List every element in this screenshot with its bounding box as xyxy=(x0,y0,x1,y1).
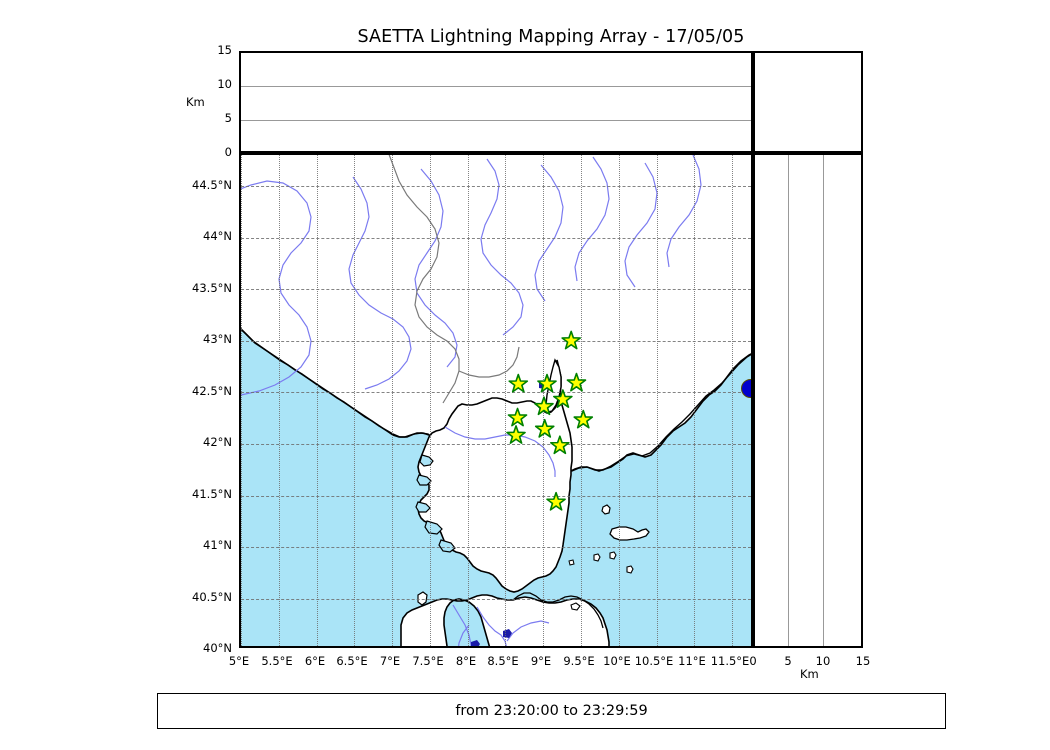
asinara-island xyxy=(417,591,428,606)
corsica-gulf-valinco xyxy=(438,539,456,553)
tick-lat-40: 40°N xyxy=(203,641,232,655)
gridline-lat-42 xyxy=(241,443,751,445)
tick-lon-7: 7°E xyxy=(379,654,401,668)
lma-station-marker[interactable] xyxy=(534,396,554,416)
tick-km-0: 0 xyxy=(749,654,757,668)
tick-lon-10: 10°E xyxy=(603,654,631,668)
corsica-gulf-sagone xyxy=(415,501,431,513)
gridline-lon-10 xyxy=(618,155,620,646)
tick-km-10: 10 xyxy=(815,654,831,668)
pianosa-island xyxy=(593,553,601,562)
gridline-lat-44 xyxy=(241,237,751,239)
tick-lon-9.5: 9.5°E xyxy=(563,654,595,668)
plan-view-map[interactable] xyxy=(239,153,753,648)
gridline-lon-10.5 xyxy=(656,155,658,646)
tick-top-10: 10 xyxy=(217,77,232,91)
corner-panel xyxy=(753,51,863,153)
corsica-landmass xyxy=(417,359,573,593)
page-title: SAETTA Lightning Mapping Array - 17/05/0… xyxy=(357,27,745,47)
small-island-a xyxy=(568,559,575,566)
gridline-lon-7.5 xyxy=(429,155,431,646)
gridline-lon-6 xyxy=(316,155,318,646)
lma-station-marker[interactable] xyxy=(506,425,526,444)
gridline-alt-5 xyxy=(241,120,751,121)
altitude-latitude-panel xyxy=(753,153,863,648)
tick-lon-11: 11°E xyxy=(678,654,706,668)
lma-station-marker[interactable] xyxy=(566,372,587,392)
tick-lat-40.5: 40.5°N xyxy=(192,590,232,604)
tick-lon-7.5: 7.5°E xyxy=(412,654,444,668)
tick-lat-44: 44°N xyxy=(203,229,232,243)
tick-lat-43: 43°N xyxy=(203,332,232,346)
tick-lon-5.5: 5.5°E xyxy=(261,654,293,668)
lma-station-marker[interactable] xyxy=(546,491,566,511)
lightning-sources-layer xyxy=(241,155,751,646)
gridline-lat-40.5 xyxy=(241,598,751,600)
gridline-lon-11.5 xyxy=(732,155,734,646)
tick-km-15: 15 xyxy=(855,654,871,668)
gridline-km-10 xyxy=(823,155,825,646)
corsica-gulf-ajaccio xyxy=(424,520,443,535)
lma-stations-layer[interactable] xyxy=(241,155,751,646)
gorgona-island xyxy=(609,551,617,560)
gridline-lon-7 xyxy=(392,155,394,646)
tick-top-0: 0 xyxy=(224,145,232,159)
tick-lon-8.5: 8.5°E xyxy=(487,654,519,668)
corsica-gulf-porto xyxy=(416,474,432,486)
montecristo-island xyxy=(626,565,634,574)
tick-lat-43.5: 43.5°N xyxy=(192,281,232,295)
tick-lon-6.5: 6.5°E xyxy=(336,654,368,668)
lma-station-marker[interactable] xyxy=(561,330,582,350)
lma-station-marker[interactable] xyxy=(534,418,555,438)
tick-lat-42.5: 42.5°N xyxy=(192,384,232,398)
axis-label-km-right: Km xyxy=(800,667,819,681)
tick-top-5: 5 xyxy=(224,111,232,125)
axis-label-km-top: Km xyxy=(186,95,205,109)
gridline-lon-5 xyxy=(241,155,242,646)
map-geography xyxy=(241,155,751,646)
gridline-lat-43.5 xyxy=(241,289,751,291)
gridline-lat-43 xyxy=(241,340,751,342)
gridline-lat-44.5 xyxy=(241,185,751,187)
tick-lon-10.5: 10.5°E xyxy=(634,654,674,668)
lma-station-marker[interactable] xyxy=(553,389,573,408)
lma-station-marker[interactable] xyxy=(550,435,570,455)
tick-lat-42: 42°N xyxy=(203,435,232,449)
tick-km-5: 5 xyxy=(784,654,792,668)
maddalena-islands xyxy=(570,602,581,611)
tick-lon-11.5: 11.5°E xyxy=(710,654,750,668)
longitude-altitude-panel xyxy=(239,51,753,153)
tick-lon-6: 6°E xyxy=(304,654,326,668)
lma-station-marker[interactable] xyxy=(573,409,594,429)
tick-lon-5: 5°E xyxy=(228,654,250,668)
gridline-lon-5.5 xyxy=(278,155,280,646)
tick-lat-41.5: 41.5°N xyxy=(192,487,232,501)
tick-lat-41: 41°N xyxy=(203,538,232,552)
gridline-lat-41.5 xyxy=(241,495,751,497)
capraia-island xyxy=(601,504,611,515)
gridline-lon-9.5 xyxy=(581,155,582,646)
gridline-lon-8 xyxy=(467,155,469,646)
rivers xyxy=(241,155,702,646)
country-borders xyxy=(388,155,520,404)
tick-lat-44.5: 44.5°N xyxy=(192,178,232,192)
sardinia-north-coast-detail xyxy=(512,592,604,629)
gridline-lat-41 xyxy=(241,547,751,549)
lma-station-marker[interactable] xyxy=(507,407,528,427)
tick-lon-8: 8°E xyxy=(455,654,477,668)
gridline-lat-42.5 xyxy=(241,392,751,394)
time-range-statusbar: from 23:20:00 to 23:29:59 xyxy=(157,693,946,729)
tick-top-15: 15 xyxy=(217,43,232,57)
gridline-lon-8.5 xyxy=(505,155,507,646)
tick-lon-9: 9°E xyxy=(530,654,552,668)
gridline-alt-10 xyxy=(241,86,751,87)
lma-station-marker[interactable] xyxy=(537,373,557,393)
time-range-text: from 23:20:00 to 23:29:59 xyxy=(455,703,648,719)
gridline-km-5 xyxy=(788,155,790,646)
lightning-source-dot xyxy=(740,378,751,398)
lma-station-marker[interactable] xyxy=(508,373,529,393)
gridline-lon-6.5 xyxy=(354,155,356,646)
gridline-lon-11 xyxy=(694,155,696,646)
